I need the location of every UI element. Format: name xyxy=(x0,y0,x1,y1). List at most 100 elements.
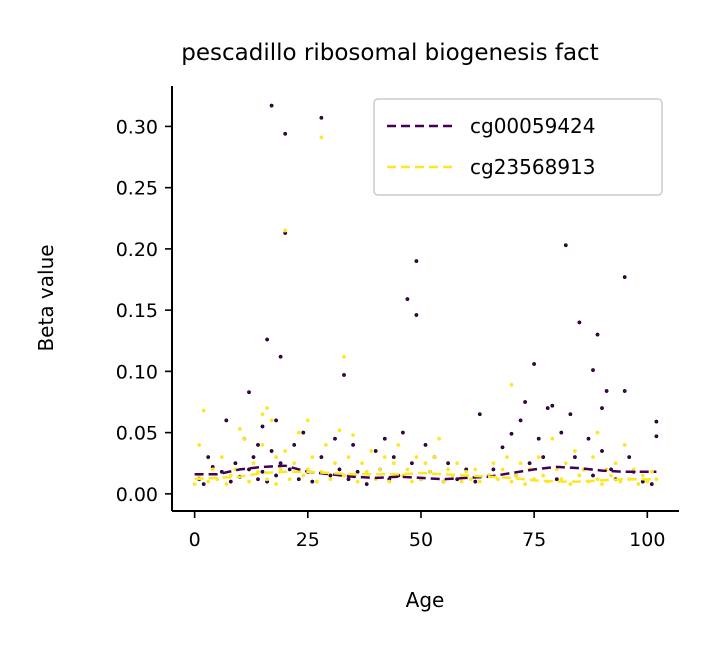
data-point xyxy=(568,412,573,417)
y-tick-label: 0.30 xyxy=(116,116,158,138)
data-point xyxy=(274,455,279,460)
data-point xyxy=(649,469,654,474)
data-point xyxy=(337,467,342,472)
data-point xyxy=(382,455,387,460)
data-point xyxy=(523,400,528,404)
data-point xyxy=(337,428,342,433)
data-point xyxy=(210,467,215,472)
data-point xyxy=(541,455,546,460)
x-axis-label: Age xyxy=(406,588,445,612)
data-point xyxy=(391,455,396,460)
data-point xyxy=(391,461,396,466)
data-point xyxy=(310,479,315,484)
data-point xyxy=(572,455,577,460)
data-point xyxy=(505,455,509,460)
data-point xyxy=(342,473,346,478)
data-point xyxy=(591,473,595,478)
data-point xyxy=(256,442,260,447)
data-point xyxy=(654,434,659,439)
data-point xyxy=(532,362,537,366)
data-point xyxy=(269,418,274,423)
points-layer xyxy=(192,103,659,487)
data-point xyxy=(491,467,496,472)
data-point xyxy=(446,467,451,472)
data-point xyxy=(591,455,595,460)
data-point xyxy=(500,445,505,450)
data-point xyxy=(414,455,419,460)
data-point xyxy=(409,479,414,484)
data-point xyxy=(319,455,324,460)
data-point xyxy=(319,115,324,120)
x-tick-label: 50 xyxy=(409,529,433,551)
data-point xyxy=(387,479,392,484)
data-point xyxy=(518,461,523,466)
data-point xyxy=(595,477,600,482)
data-point xyxy=(364,469,369,474)
data-point xyxy=(274,418,279,423)
data-point xyxy=(287,467,292,472)
data-point xyxy=(509,382,514,387)
data-point xyxy=(269,449,274,453)
data-point xyxy=(455,461,460,466)
data-point xyxy=(572,449,577,453)
data-point xyxy=(260,469,265,474)
data-point xyxy=(201,482,206,487)
data-point xyxy=(495,477,500,482)
legend-box xyxy=(373,98,663,196)
data-point xyxy=(640,473,645,478)
data-point xyxy=(545,406,550,411)
data-point xyxy=(287,477,292,482)
data-point xyxy=(536,436,541,441)
data-point xyxy=(197,442,202,447)
data-point xyxy=(577,320,582,325)
data-point xyxy=(256,477,260,482)
data-point xyxy=(654,419,659,424)
chart-title: pescadillo ribosomal biogenesis fact xyxy=(181,40,598,66)
data-point xyxy=(577,473,582,478)
data-point xyxy=(224,418,229,423)
data-point xyxy=(323,442,328,447)
data-point xyxy=(622,389,627,393)
data-point xyxy=(355,469,360,474)
data-point xyxy=(201,408,206,413)
trend-line xyxy=(194,464,657,481)
y-axis-label: Beta value xyxy=(34,244,58,351)
data-point xyxy=(622,442,627,447)
data-point xyxy=(455,477,460,482)
data-point xyxy=(342,354,346,359)
data-point xyxy=(591,368,595,373)
legend-label-cg23568913: cg23568913 xyxy=(470,155,596,179)
data-point xyxy=(292,442,297,447)
data-point xyxy=(509,431,514,436)
data-point xyxy=(328,473,333,478)
data-point xyxy=(600,449,604,453)
data-point xyxy=(283,228,288,233)
data-point xyxy=(314,479,319,484)
data-point xyxy=(346,455,351,460)
data-point xyxy=(518,418,523,423)
data-point xyxy=(369,449,374,453)
data-point xyxy=(604,389,609,393)
data-point xyxy=(409,461,414,466)
trend-line xyxy=(194,470,657,483)
data-point xyxy=(378,467,383,472)
data-point xyxy=(274,473,279,478)
data-point xyxy=(278,467,283,472)
data-point xyxy=(468,477,473,482)
y-tick-label: 0.10 xyxy=(116,361,158,383)
data-point xyxy=(477,479,482,484)
data-point xyxy=(396,442,401,447)
data-point xyxy=(550,436,555,441)
data-point xyxy=(609,473,614,478)
data-point xyxy=(260,424,265,429)
data-point xyxy=(428,469,432,474)
data-point xyxy=(400,430,405,435)
data-point xyxy=(550,403,555,408)
data-point xyxy=(382,436,387,441)
data-point xyxy=(514,473,518,478)
legend-label-cg00059424: cg00059424 xyxy=(470,114,596,138)
data-point xyxy=(595,332,600,337)
x-tick-label: 75 xyxy=(522,529,546,551)
data-point xyxy=(600,406,604,411)
